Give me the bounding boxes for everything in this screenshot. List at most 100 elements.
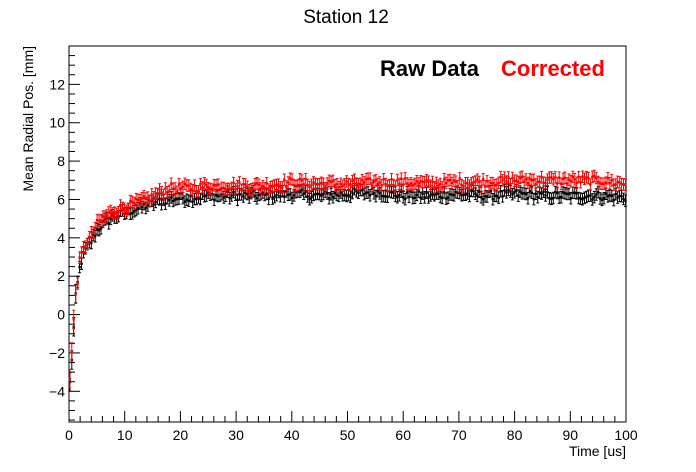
data-point [425, 178, 428, 182]
data-point [333, 184, 337, 187]
data-point [146, 196, 150, 199]
data-point [464, 193, 467, 196]
data-point [345, 194, 348, 198]
data-point [86, 242, 89, 246]
data-point [207, 186, 210, 190]
data-point [433, 186, 436, 189]
data-point [263, 193, 266, 197]
data-point [575, 181, 578, 184]
data-point [427, 180, 430, 183]
data-point [236, 198, 239, 202]
data-point [363, 181, 366, 184]
data-point [267, 188, 270, 191]
data-point [402, 196, 405, 199]
data-point [394, 185, 397, 188]
data-point [536, 195, 539, 199]
x-tick-label: 80 [507, 427, 523, 443]
x-tick-label: 20 [173, 427, 189, 443]
data-point [567, 192, 571, 196]
data-point [464, 182, 467, 185]
data-point [179, 187, 183, 190]
data-point [544, 181, 547, 185]
data-point [261, 185, 265, 188]
data-point [277, 183, 280, 186]
data-point [366, 177, 370, 180]
data-point [244, 191, 247, 195]
data-point [339, 182, 343, 185]
data-point [495, 194, 498, 198]
data-point [273, 184, 276, 187]
data-point [318, 183, 321, 186]
data-point [518, 176, 522, 179]
data-point [216, 194, 220, 198]
data-point [181, 185, 185, 189]
data-point [170, 196, 173, 199]
data-point [298, 177, 302, 181]
data-point [415, 193, 419, 197]
data-point [93, 226, 97, 230]
data-point [357, 191, 360, 195]
data-point [509, 190, 512, 193]
data-point [470, 189, 473, 193]
data-point [472, 181, 475, 184]
data-point [88, 235, 91, 239]
data-point [247, 189, 251, 192]
data-point [534, 192, 537, 196]
data-point [396, 196, 399, 199]
data-point [419, 180, 422, 183]
data-point [515, 189, 518, 192]
data-point [132, 201, 136, 205]
data-point [565, 192, 569, 196]
data-point [413, 182, 417, 186]
data-point [530, 179, 534, 182]
data-point [136, 207, 140, 210]
data-point [439, 195, 442, 199]
data-point [481, 198, 485, 201]
data-point [205, 183, 208, 187]
data-point [505, 191, 508, 194]
data-point [585, 176, 588, 179]
y-tick-label: 8 [57, 153, 65, 169]
data-point [556, 182, 559, 185]
data-point [236, 184, 239, 188]
data-point [218, 188, 222, 191]
data-point [343, 183, 346, 186]
data-point [242, 195, 245, 198]
data-point [322, 182, 325, 186]
data-point [567, 178, 571, 181]
data-point [384, 182, 387, 186]
data-point [353, 187, 356, 191]
data-point [101, 215, 105, 218]
data-point [164, 202, 167, 205]
data-point [177, 183, 181, 186]
data-point [246, 185, 249, 189]
data-point [569, 179, 573, 183]
data-point [454, 191, 458, 194]
data-point [411, 184, 415, 187]
data-point [292, 194, 296, 197]
data-point [103, 215, 107, 218]
y-tick-label: 10 [49, 115, 65, 131]
data-point [378, 192, 382, 195]
data-point [210, 188, 214, 191]
data-point [195, 190, 198, 193]
data-point [571, 191, 575, 194]
data-point [372, 192, 376, 195]
data-point [335, 183, 339, 186]
data-point [191, 189, 194, 192]
data-point [240, 188, 243, 192]
y-tick-label: −4 [49, 383, 65, 399]
chart-title: Station 12 [303, 7, 389, 28]
data-point [423, 196, 426, 199]
data-point [220, 193, 224, 196]
data-point [507, 188, 510, 192]
data-point [481, 178, 485, 181]
data-point [460, 183, 463, 187]
x-tick-label: 100 [614, 427, 638, 443]
data-point [214, 184, 218, 187]
data-point [571, 175, 575, 179]
data-point [364, 178, 368, 181]
data-point [97, 228, 101, 232]
y-tick-label: 6 [57, 191, 65, 207]
data-point [579, 197, 582, 200]
